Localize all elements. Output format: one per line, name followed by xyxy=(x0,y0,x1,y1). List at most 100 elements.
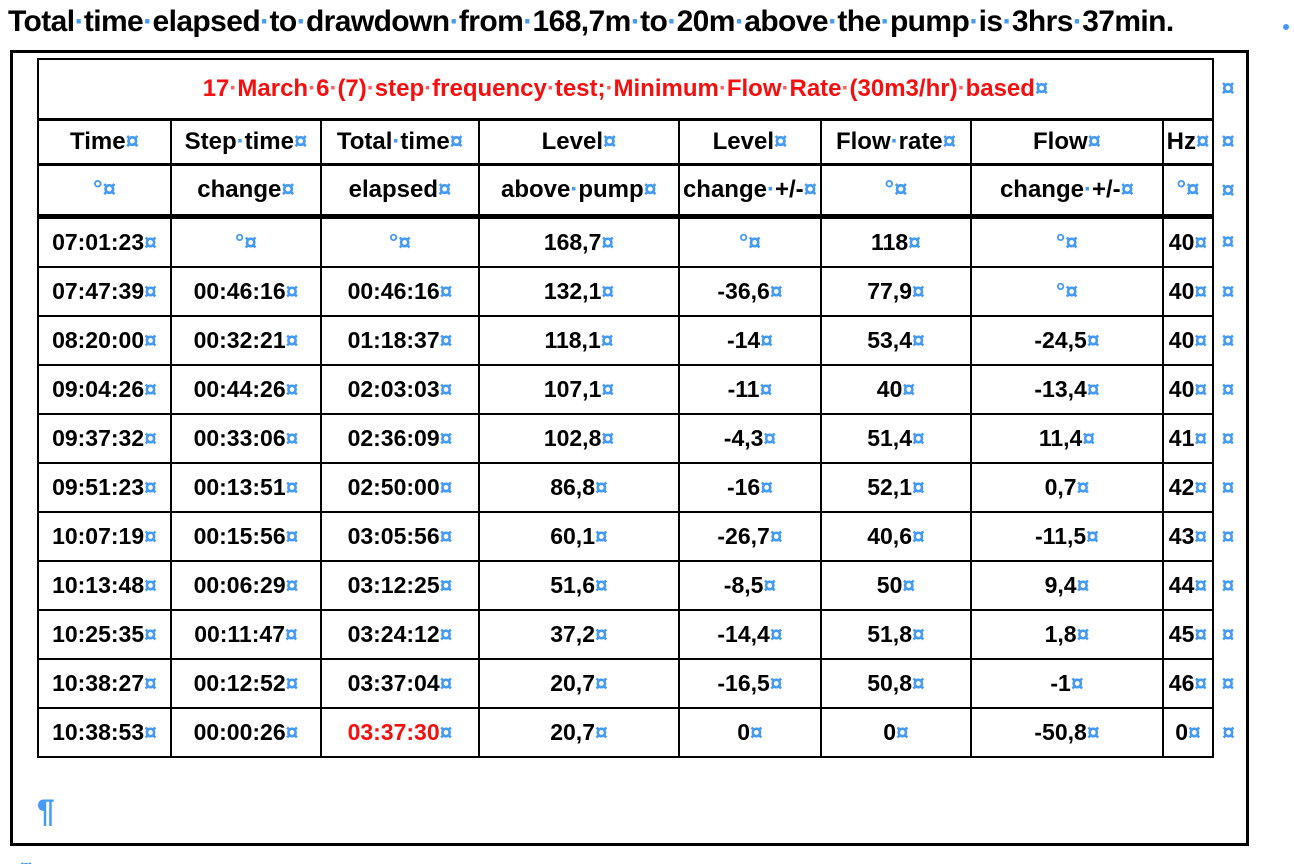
table-cell[interactable]: 02:36:09¤ xyxy=(320,413,480,464)
table-cell[interactable]: 41¤ xyxy=(1162,413,1214,464)
table-cell[interactable]: 77,9¤ xyxy=(820,266,972,317)
header-cell[interactable]: Time¤ xyxy=(37,118,172,166)
header-cell[interactable]: change¤ xyxy=(170,163,322,219)
table-cell[interactable]: 10:38:27¤ xyxy=(37,658,172,709)
table-cell[interactable]: 07:47:39¤ xyxy=(37,266,172,317)
table-cell[interactable]: 00:11:47¤ xyxy=(170,609,322,660)
table-cell[interactable]: 00:12:52¤ xyxy=(170,658,322,709)
table-cell[interactable]: 03:05:56¤ xyxy=(320,511,480,562)
header-cell[interactable]: Flow·rate¤ xyxy=(820,118,972,166)
table-cell[interactable]: 1,8¤ xyxy=(970,609,1164,660)
table-cell[interactable]: 00:00:26¤ xyxy=(170,707,322,758)
table-cell[interactable]: 132,1¤ xyxy=(478,266,680,317)
header-cell[interactable]: Hz¤ xyxy=(1162,118,1214,166)
table-cell[interactable]: 46¤ xyxy=(1162,658,1214,709)
table-cell[interactable]: 20,7¤ xyxy=(478,707,680,758)
table-cell[interactable]: 0,7¤ xyxy=(970,462,1164,513)
table-cell[interactable]: 51,4¤ xyxy=(820,413,972,464)
table-cell[interactable]: 168,7¤ xyxy=(478,215,680,268)
table-cell[interactable]: 00:33:06¤ xyxy=(170,413,322,464)
header-cell[interactable]: elapsed¤ xyxy=(320,163,480,219)
table-cell[interactable]: -11¤ xyxy=(678,364,822,415)
table-cell[interactable]: 0¤ xyxy=(1162,707,1214,758)
table-cell[interactable]: 10:07:19¤ xyxy=(37,511,172,562)
header-cell[interactable]: above·pump¤ xyxy=(478,163,680,219)
table-cell[interactable]: 53,4¤ xyxy=(820,315,972,366)
header-cell[interactable]: change·+/-¤ xyxy=(970,163,1164,219)
table-cell[interactable]: 20,7¤ xyxy=(478,658,680,709)
header-cell[interactable]: change·+/-¤ xyxy=(678,163,822,219)
table-cell[interactable]: 37,2¤ xyxy=(478,609,680,660)
header-cell[interactable]: °¤ xyxy=(820,163,972,219)
table-cell[interactable]: °¤ xyxy=(320,215,480,268)
table-cell[interactable]: -8,5¤ xyxy=(678,560,822,611)
table-cell[interactable]: 42¤ xyxy=(1162,462,1214,513)
table-cell[interactable]: 10:25:35¤ xyxy=(37,609,172,660)
header-cell[interactable]: Level¤ xyxy=(478,118,680,166)
table-cell[interactable]: -4,3¤ xyxy=(678,413,822,464)
table-caption-cell[interactable]: 17·March·6·(7)·step·frequency·test;·Mini… xyxy=(37,58,1214,121)
doc-title[interactable]: Total·time·elapsed·to·drawdown·from·168,… xyxy=(8,5,1174,38)
table-cell[interactable]: 0¤ xyxy=(678,707,822,758)
table-cell[interactable]: -36,6¤ xyxy=(678,266,822,317)
table-cell[interactable]: 40¤ xyxy=(1162,315,1214,366)
table-cell[interactable]: 118,1¤ xyxy=(478,315,680,366)
table-cell[interactable]: 102,8¤ xyxy=(478,413,680,464)
table-cell[interactable]: 00:46:16¤ xyxy=(170,266,322,317)
table-cell[interactable]: 40¤ xyxy=(1162,215,1214,268)
table-cell[interactable]: 40,6¤ xyxy=(820,511,972,562)
table-cell[interactable]: -14,4¤ xyxy=(678,609,822,660)
table-cell[interactable]: 00:46:16¤ xyxy=(320,266,480,317)
table-cell[interactable]: 03:12:25¤ xyxy=(320,560,480,611)
table-cell[interactable]: 00:06:29¤ xyxy=(170,560,322,611)
table-cell[interactable]: 118¤ xyxy=(820,215,972,268)
table-cell[interactable]: 01:18:37¤ xyxy=(320,315,480,366)
header-cell[interactable]: Step·time¤ xyxy=(170,118,322,166)
table-cell[interactable]: -14¤ xyxy=(678,315,822,366)
header-cell[interactable]: °¤ xyxy=(37,163,172,219)
header-cell[interactable]: °¤ xyxy=(1162,163,1214,219)
table-cell[interactable]: 50,8¤ xyxy=(820,658,972,709)
table-cell[interactable]: 03:24:12¤ xyxy=(320,609,480,660)
table-cell[interactable]: 44¤ xyxy=(1162,560,1214,611)
table-cell[interactable]: -16,5¤ xyxy=(678,658,822,709)
table-cell[interactable]: 0¤ xyxy=(820,707,972,758)
table-cell[interactable]: -26,7¤ xyxy=(678,511,822,562)
table-cell[interactable]: 03:37:04¤ xyxy=(320,658,480,709)
table-cell[interactable]: 40¤ xyxy=(1162,364,1214,415)
table-cell[interactable]: 02:50:00¤ xyxy=(320,462,480,513)
table-cell[interactable]: 40¤ xyxy=(820,364,972,415)
table-cell[interactable]: 107,1¤ xyxy=(478,364,680,415)
table-cell[interactable]: 02:03:03¤ xyxy=(320,364,480,415)
table-cell[interactable]: 03:37:30¤ xyxy=(320,707,480,758)
table-cell[interactable]: -16¤ xyxy=(678,462,822,513)
header-cell[interactable]: Total·time¤ xyxy=(320,118,480,166)
table-cell[interactable]: 51,8¤ xyxy=(820,609,972,660)
table-cell[interactable]: 50¤ xyxy=(820,560,972,611)
table-cell[interactable]: 09:37:32¤ xyxy=(37,413,172,464)
table-cell[interactable]: 86,8¤ xyxy=(478,462,680,513)
table-cell[interactable]: 45¤ xyxy=(1162,609,1214,660)
table-cell[interactable]: 10:13:48¤ xyxy=(37,560,172,611)
header-cell[interactable]: Level¤ xyxy=(678,118,822,166)
table-cell[interactable]: 00:32:21¤ xyxy=(170,315,322,366)
table-cell[interactable]: 40¤ xyxy=(1162,266,1214,317)
table-cell[interactable]: °¤ xyxy=(970,266,1164,317)
header-cell[interactable]: Flow¤ xyxy=(970,118,1164,166)
table-cell[interactable]: -24,5¤ xyxy=(970,315,1164,366)
table-cell[interactable]: 09:51:23¤ xyxy=(37,462,172,513)
table-cell[interactable]: °¤ xyxy=(678,215,822,268)
table-cell[interactable]: 11,4¤ xyxy=(970,413,1164,464)
table-cell[interactable]: °¤ xyxy=(970,215,1164,268)
table-cell[interactable]: °¤ xyxy=(170,215,322,268)
table-cell[interactable]: 00:13:51¤ xyxy=(170,462,322,513)
table-cell[interactable]: 60,1¤ xyxy=(478,511,680,562)
table-cell[interactable]: 51,6¤ xyxy=(478,560,680,611)
table-cell[interactable]: 43¤ xyxy=(1162,511,1214,562)
table-cell[interactable]: 00:44:26¤ xyxy=(170,364,322,415)
table-cell[interactable]: -13,4¤ xyxy=(970,364,1164,415)
table-cell[interactable]: -11,5¤ xyxy=(970,511,1164,562)
table-cell[interactable]: 00:15:56¤ xyxy=(170,511,322,562)
table-cell[interactable]: 07:01:23¤ xyxy=(37,215,172,268)
table-cell[interactable]: 09:04:26¤ xyxy=(37,364,172,415)
